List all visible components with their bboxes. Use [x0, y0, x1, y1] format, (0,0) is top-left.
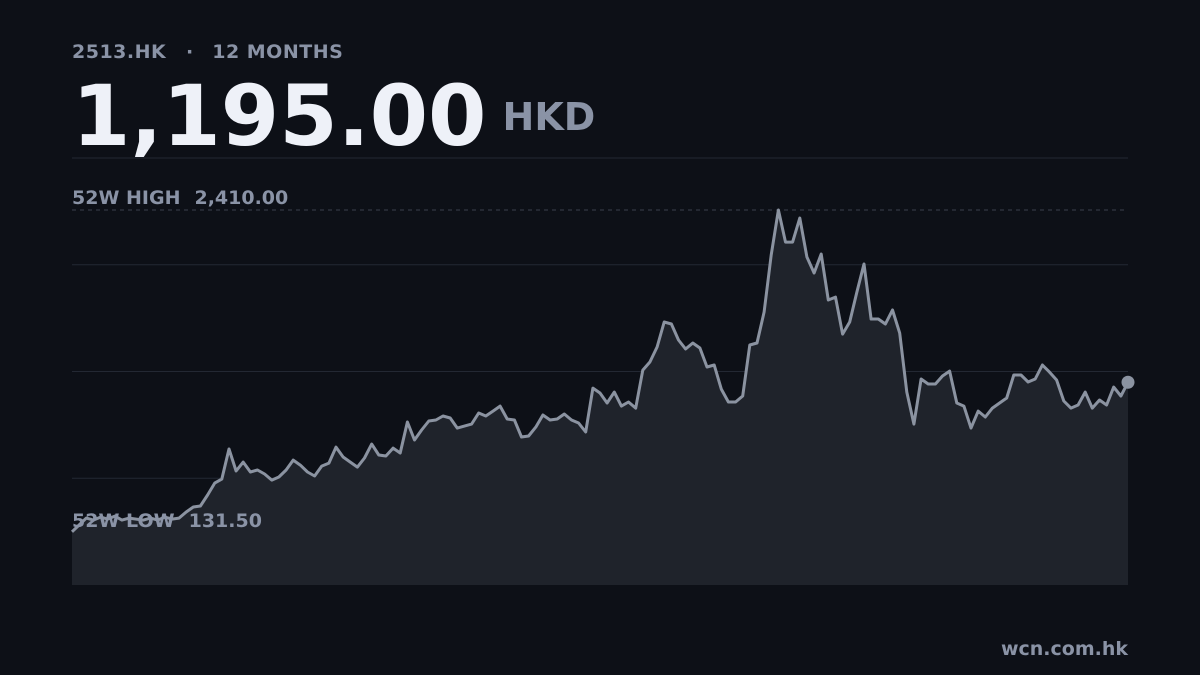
annotation-label: 52W HIGH: [72, 187, 180, 209]
annotation-value: 2,410.00: [194, 187, 288, 209]
header: 2513.HK · 12 MONTHS 1,195.00 HKD: [72, 41, 595, 165]
last-point: [1121, 375, 1135, 389]
separator: ·: [186, 41, 193, 63]
source: wcn.com.hk: [1001, 638, 1128, 660]
area: [72, 210, 1128, 585]
ticker: 2513.HK: [72, 41, 167, 63]
price: 1,195.00: [72, 67, 487, 165]
plot: 52W HIGH 2,410.00 52W LOW 131.50: [70, 187, 1135, 585]
line: [70, 208, 1130, 533]
currency: HKD: [503, 95, 596, 139]
period: 12 MONTHS: [212, 41, 343, 63]
annotation-value: 131.50: [189, 510, 262, 532]
annotation-label: 52W LOW: [72, 510, 175, 532]
